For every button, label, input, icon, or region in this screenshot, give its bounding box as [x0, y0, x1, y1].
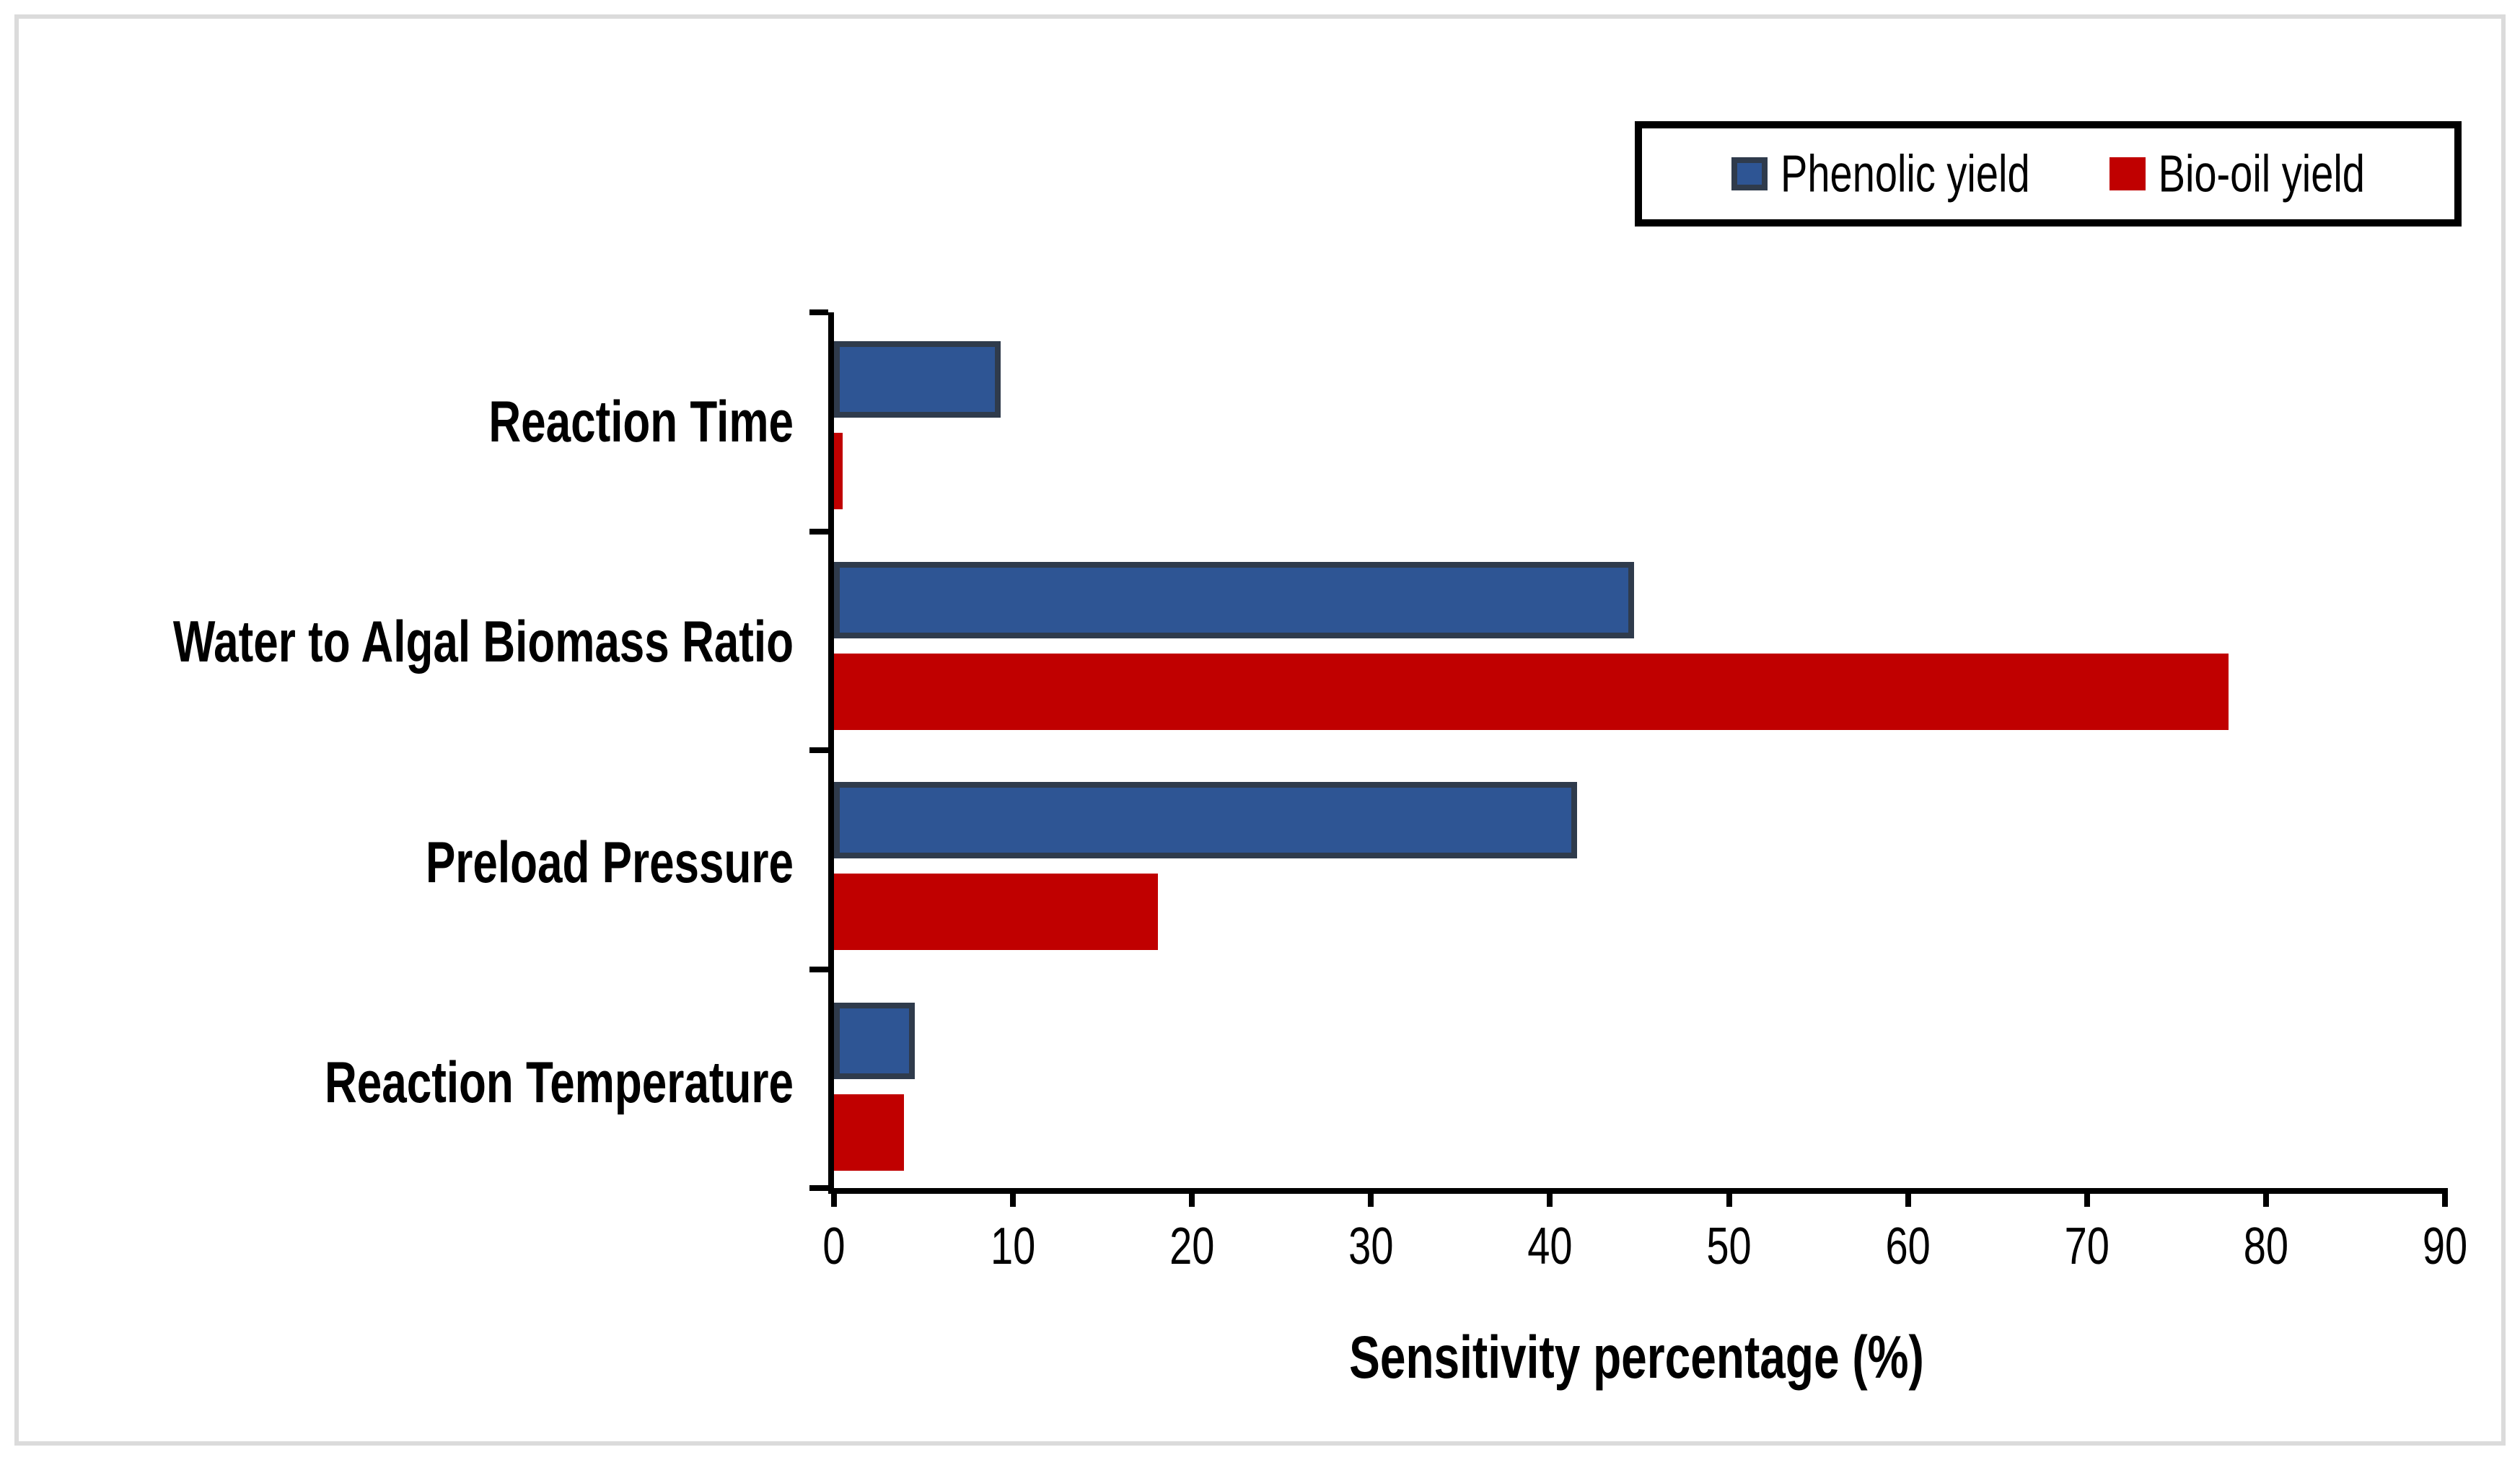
- bar-bio-oil-yield-water-to-algal-biomass-ratio: [834, 653, 2229, 730]
- y-tick-mark-3: [809, 966, 828, 972]
- x-axis-title: Sensitivity percentage (%): [1349, 1323, 1924, 1391]
- chart-border-frame: [14, 14, 2506, 1446]
- x-tick-mark-30: [1368, 1188, 1374, 1207]
- x-tick-mark-60: [1905, 1188, 1911, 1207]
- legend-label-bio-oil-yield: Bio-oil yield: [2158, 144, 2365, 203]
- legend-label-phenolic-yield: Phenolic yield: [1781, 144, 2030, 203]
- x-tick-mark-20: [1189, 1188, 1195, 1207]
- legend-item-phenolic-yield: Phenolic yield: [1731, 147, 2030, 200]
- x-tick-mark-90: [2442, 1188, 2448, 1207]
- y-tick-mark-4: [809, 1185, 828, 1191]
- category-label-reaction-time: Reaction Time: [488, 390, 794, 454]
- bar-bio-oil-yield-reaction-temperature: [834, 1094, 904, 1171]
- bar-bio-oil-yield-preload-pressure: [834, 874, 1159, 950]
- bar-phenolic-yield-preload-pressure: [834, 782, 1577, 858]
- category-label-water-to-algal-biomass-ratio: Water to Algal Biomass Ratio: [172, 610, 794, 675]
- plot-area: 0 10 20 30 40 50 60 70 80 90: [809, 309, 2467, 1272]
- x-tick-label-60: 60: [1885, 1215, 1931, 1275]
- x-tick-mark-10: [1010, 1188, 1017, 1207]
- legend-swatch-bio-oil-yield: [2109, 157, 2146, 190]
- bar-phenolic-yield-water-to-algal-biomass-ratio: [834, 561, 1635, 638]
- x-tick-label-40: 40: [1527, 1215, 1573, 1275]
- bar-phenolic-yield-reaction-temperature: [834, 1002, 915, 1079]
- x-tick-label-50: 50: [1706, 1215, 1752, 1275]
- legend-swatch-phenolic-yield: [1731, 157, 1768, 190]
- x-tick-label-10: 10: [990, 1215, 1036, 1275]
- y-tick-mark-2: [809, 747, 828, 753]
- x-tick-label-0: 0: [822, 1215, 846, 1275]
- category-label-preload-pressure: Preload Pressure: [425, 830, 794, 895]
- category-axis: Reaction Time Water to Algal Biomass Rat…: [43, 312, 794, 1194]
- x-tick-mark-70: [2084, 1188, 2090, 1207]
- x-tick-label-20: 20: [1169, 1215, 1215, 1275]
- y-tick-mark-0: [809, 309, 828, 315]
- bar-phenolic-yield-reaction-time: [834, 341, 1001, 418]
- x-tick-mark-80: [2262, 1188, 2269, 1207]
- y-tick-mark-1: [809, 528, 828, 535]
- category-label-reaction-temperature: Reaction Temperature: [324, 1050, 794, 1116]
- bar-bio-oil-yield-reaction-time: [834, 433, 843, 509]
- x-tick-label-70: 70: [2064, 1215, 2109, 1275]
- legend: Phenolic yield Bio-oil yield: [1635, 121, 2462, 227]
- x-tick-label-90: 90: [2422, 1215, 2468, 1275]
- x-tick-mark-50: [1726, 1188, 1732, 1207]
- x-tick-mark-0: [831, 1188, 837, 1207]
- legend-item-bio-oil-yield: Bio-oil yield: [2109, 147, 2365, 200]
- x-tick-label-30: 30: [1348, 1215, 1394, 1275]
- x-tick-label-80: 80: [2243, 1215, 2289, 1275]
- x-tick-mark-40: [1547, 1188, 1553, 1207]
